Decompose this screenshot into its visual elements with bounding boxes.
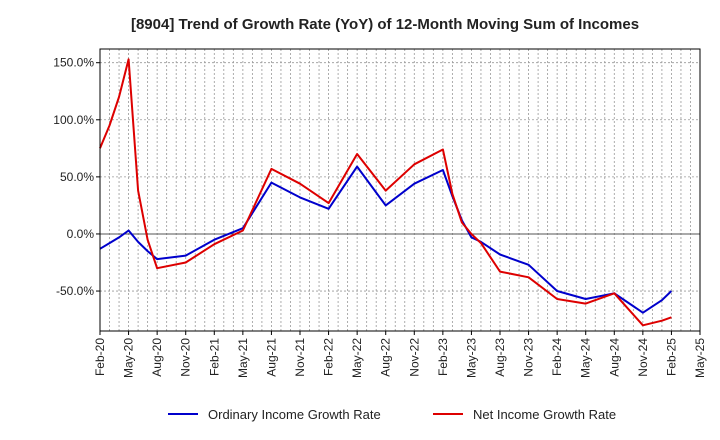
- chart-title: [8904] Trend of Growth Rate (YoY) of 12-…: [131, 16, 639, 33]
- x-tick-label: May-25: [693, 338, 707, 378]
- x-tick-label: Feb-21: [207, 338, 221, 376]
- x-tick-label: Nov-21: [293, 338, 307, 377]
- y-tick-label: 100.0%: [53, 113, 94, 127]
- x-tick-label: Feb-24: [550, 338, 564, 376]
- x-tick-label: May-24: [579, 338, 593, 378]
- plot-area: [100, 49, 700, 331]
- x-tick-label: Nov-23: [522, 338, 536, 377]
- y-tick-label: 50.0%: [60, 170, 94, 184]
- y-tick-label: 150.0%: [53, 56, 94, 70]
- x-tick-label: Feb-22: [322, 338, 336, 376]
- x-tick-label: Feb-25: [664, 338, 678, 376]
- x-tick-label: May-22: [350, 338, 364, 378]
- series-line-ordinary-income: [99, 165, 673, 314]
- x-tick-label: Feb-20: [93, 338, 107, 376]
- x-tick-label: Aug-21: [264, 338, 278, 377]
- y-axis-ticks: 150.0% 100.0% 50.0% 0.0% -50.0%: [53, 56, 100, 298]
- y-tick-label: 0.0%: [67, 227, 95, 241]
- x-tick-label: May-21: [236, 338, 250, 378]
- plot-frame: [99, 48, 701, 332]
- x-tick-label: Aug-22: [379, 338, 393, 377]
- x-tick-label: Aug-23: [493, 338, 507, 377]
- x-tick-label: May-23: [464, 338, 478, 378]
- series-lines: [99, 58, 673, 327]
- x-tick-label: Aug-24: [607, 338, 621, 377]
- legend-label-net: Net Income Growth Rate: [473, 407, 616, 422]
- x-axis-ticks: Feb-20 May-20 Aug-20 Nov-20 Feb-21 May-21 Aug-…: [93, 331, 707, 378]
- x-tick-label: Nov-24: [636, 338, 650, 377]
- x-tick-label: May-20: [122, 338, 136, 378]
- x-tick-label: Nov-22: [407, 338, 421, 377]
- y-tick-label: -50.0%: [56, 284, 94, 298]
- series-line-net-income: [99, 58, 672, 327]
- legend-label-ordinary: Ordinary Income Growth Rate: [208, 407, 381, 422]
- x-tick-label: Feb-23: [436, 338, 450, 376]
- legend: Ordinary Income Growth Rate Net Income G…: [168, 407, 616, 422]
- x-tick-label: Nov-20: [179, 338, 193, 377]
- x-tick-label: Aug-20: [150, 338, 164, 377]
